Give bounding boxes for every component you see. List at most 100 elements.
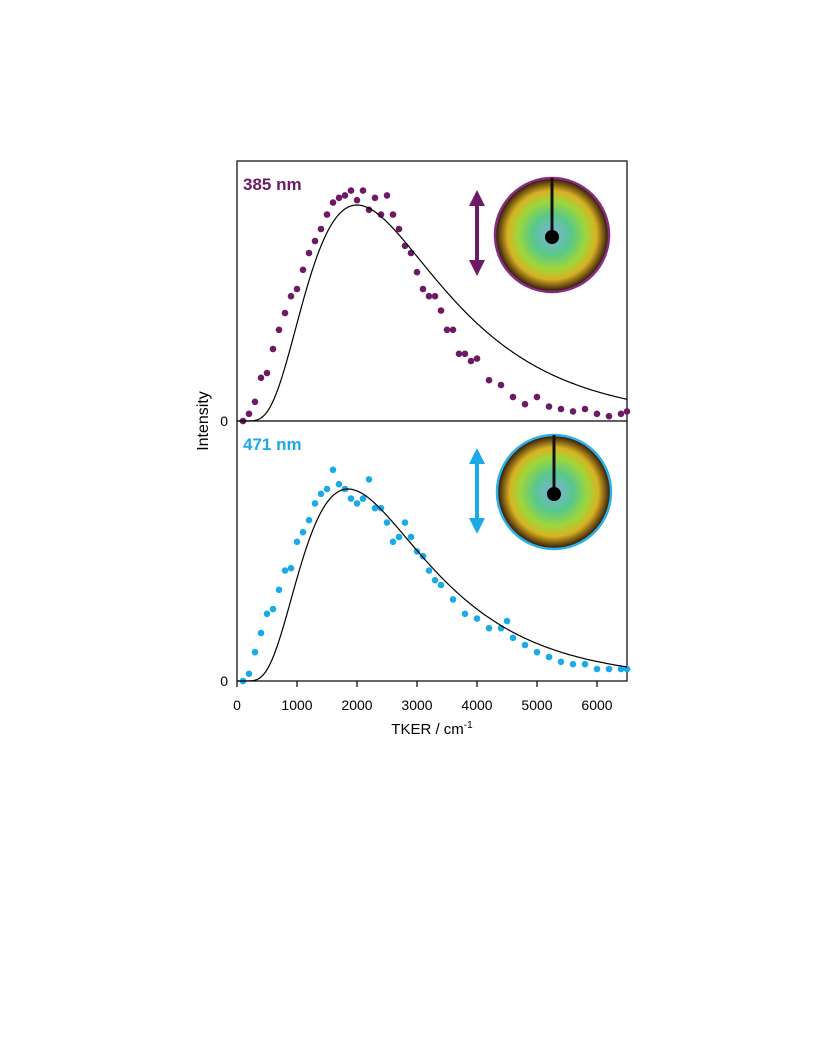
data-point [581,405,589,413]
data-point [275,586,283,594]
data-point [509,393,517,401]
data-point [311,500,319,507]
data-point [431,576,439,584]
y-zero-label-bottom: 0 [220,673,228,689]
data-point [623,408,631,415]
data-point [293,285,301,293]
data-point [425,292,433,300]
data-point [623,665,631,673]
data-point [371,504,379,512]
data-point [467,357,475,365]
data-point [329,466,337,474]
data-point [581,660,589,668]
data-point [395,225,403,233]
panel-label-385nm: 385 nm [243,175,302,194]
x-axis-label: TKER / cm-1 [391,720,473,738]
data-point [617,665,625,673]
data-point [299,266,307,274]
data-point [257,374,265,382]
data-point [455,350,463,358]
data-point [497,381,505,389]
data-point [413,268,421,276]
data-point [359,495,367,502]
data-point [329,199,337,206]
data-point [347,495,355,502]
data-point [287,564,295,572]
x-tick-label: 1000 [281,697,312,713]
data-point [359,187,367,194]
data-point [251,648,259,656]
data-point [251,398,259,406]
data-point [395,533,403,541]
panel-385nm: 385 nm 0 [220,175,631,429]
data-point [377,211,385,218]
data-point [569,408,577,415]
data-point [353,196,361,204]
data-point [605,412,613,420]
velocity-map-image-471nm [495,433,613,551]
data-point [521,641,529,649]
data-point [593,410,601,418]
data-point [593,665,601,673]
fit-curve-385nm [237,204,628,422]
data-point [605,665,613,673]
data-point [323,485,331,493]
data-point [269,605,277,613]
velocity-map-image-385nm [493,176,611,294]
data-point [341,192,349,199]
data-point [461,350,469,358]
data-point [449,596,457,603]
data-point [401,242,409,250]
panel-471nm: 471 nm 0 [220,433,631,689]
data-point [317,490,325,498]
data-point [407,533,415,541]
x-axis-label-sup: -1 [464,720,473,731]
data-point [473,355,481,362]
data-point [389,538,397,546]
x-tick-label: 5000 [521,697,552,713]
data-point [617,410,625,418]
data-point [533,648,541,656]
data-point [431,292,439,300]
data-point [407,249,415,257]
data-point [569,660,577,668]
data-point [557,658,565,666]
data-point [317,225,325,233]
data-point [245,670,253,678]
data-point [269,345,277,353]
data-point [323,211,331,218]
data-point [419,552,427,560]
data-point [437,581,445,589]
data-point [287,292,295,300]
x-axis: 0 1000 2000 3000 4000 5000 6000 [233,681,613,713]
data-point [377,504,385,512]
data-point [347,187,355,194]
x-tick-label: 0 [233,697,241,713]
data-point [545,653,553,661]
data-points-471nm [239,466,631,685]
data-point [521,400,529,408]
data-point [245,410,253,418]
data-point [449,326,457,334]
data-point [389,211,397,218]
data-point [401,519,409,526]
fit-curve-471nm [237,488,628,682]
data-point [299,528,307,536]
data-point [335,194,343,202]
x-tick-label: 3000 [401,697,432,713]
data-point [533,393,541,401]
panel-label-471nm: 471 nm [243,435,302,454]
x-axis-label-main: TKER / cm [391,721,464,738]
data-point [485,376,493,384]
data-point [419,285,427,293]
data-point [281,567,289,574]
data-point [503,617,511,625]
data-point [335,480,343,488]
data-point [365,206,373,214]
data-point [305,516,313,524]
data-point [281,309,289,317]
data-point [353,500,361,507]
data-point [443,326,451,334]
data-point [275,326,283,334]
